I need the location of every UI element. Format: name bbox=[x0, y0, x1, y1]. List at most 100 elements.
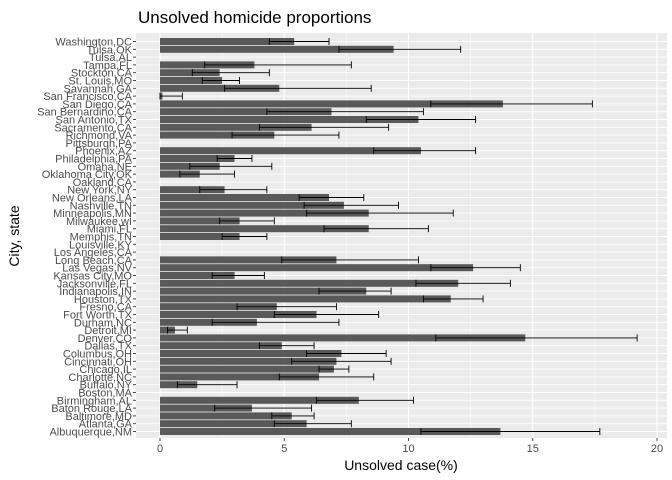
y-axis-title: City, state bbox=[6, 205, 22, 266]
error-bar bbox=[291, 357, 392, 365]
y-tick-label: Minneapolis,MN bbox=[53, 208, 132, 220]
y-tick-label: Indianapolis,IN bbox=[59, 286, 132, 298]
error-bar bbox=[306, 209, 454, 217]
bar bbox=[160, 225, 369, 233]
bar bbox=[160, 287, 367, 295]
error-bar bbox=[365, 116, 477, 123]
bar bbox=[160, 201, 344, 209]
bar bbox=[160, 209, 369, 217]
y-tick-label: Baton Rouge,LA bbox=[51, 403, 132, 415]
bar bbox=[160, 147, 421, 155]
y-tick-label: Buffalo,NY bbox=[80, 380, 133, 392]
error-bar bbox=[435, 334, 638, 342]
error-bar bbox=[430, 100, 593, 108]
y-tick-label: Long Beach,CA bbox=[55, 255, 133, 267]
error-bar bbox=[318, 365, 350, 373]
y-tick-label: Sacramento,CA bbox=[54, 122, 132, 134]
y-tick-label: Las Vegas,NV bbox=[62, 263, 132, 275]
bar bbox=[160, 420, 307, 428]
bar bbox=[160, 77, 223, 84]
error-bar bbox=[211, 272, 265, 279]
error-bar bbox=[316, 396, 414, 404]
y-tick-label: New York,NY bbox=[67, 185, 132, 197]
bar bbox=[160, 350, 342, 357]
y-tick-label: Dallas,TX bbox=[84, 341, 132, 353]
bar bbox=[160, 311, 317, 318]
y-tick-label: Louisville,KY bbox=[69, 239, 133, 251]
error-bar bbox=[338, 45, 462, 53]
y-tick-label: Boston,MA bbox=[78, 388, 132, 400]
bar bbox=[160, 155, 235, 162]
x-tick-label: 20 bbox=[651, 443, 663, 455]
bar bbox=[160, 38, 295, 45]
error-bar bbox=[266, 108, 424, 116]
error-bar bbox=[373, 147, 477, 155]
error-bar bbox=[422, 295, 484, 303]
error-bar bbox=[268, 38, 330, 45]
x-tick-label: 10 bbox=[402, 443, 414, 455]
bar bbox=[160, 116, 419, 123]
bar bbox=[160, 131, 275, 139]
y-tick-label: Tulsa,OK bbox=[87, 44, 133, 56]
error-bar bbox=[214, 404, 313, 412]
y-tick-label: Nashville,TN bbox=[70, 200, 132, 212]
bar bbox=[160, 279, 459, 287]
y-tick-label: Durham,NC bbox=[74, 317, 132, 329]
error-bar bbox=[415, 279, 511, 287]
y-tick-label: New Orleans,LA bbox=[52, 193, 133, 205]
error-bar bbox=[420, 428, 601, 435]
error-bar bbox=[167, 326, 188, 334]
bar bbox=[160, 272, 235, 279]
y-tick-label: Pittsburgh,PA bbox=[66, 138, 133, 150]
y-tick-label: Richmond,VA bbox=[66, 130, 133, 142]
x-axis-title: Unsolved case(%) bbox=[344, 457, 458, 473]
y-tick-label: Charlotte,NC bbox=[68, 372, 132, 384]
error-bar bbox=[323, 225, 429, 233]
y-tick-label: Phoenix,AZ bbox=[75, 146, 132, 158]
bar bbox=[160, 342, 282, 350]
y-tick-label: Birmingham,AL bbox=[57, 395, 132, 407]
y-tick-label: Omaha,NE bbox=[78, 161, 132, 173]
y-tick-label: Miami,FL bbox=[87, 224, 132, 236]
y-tick-label: Tampa,FL bbox=[83, 60, 132, 72]
error-bar bbox=[189, 162, 273, 170]
bar bbox=[160, 334, 526, 342]
bar bbox=[160, 365, 334, 373]
bar bbox=[160, 373, 320, 381]
error-bar bbox=[258, 123, 390, 131]
error-bar bbox=[430, 264, 521, 272]
y-tick-label: Baltimore,MD bbox=[65, 411, 132, 423]
error-bar bbox=[216, 155, 253, 162]
y-tick-label: Los Angeles,CA bbox=[54, 247, 133, 259]
y-tick-label: Detroit,MI bbox=[84, 325, 132, 337]
error-bar bbox=[191, 69, 270, 77]
bar bbox=[160, 295, 451, 303]
y-tick-label: Houston,TX bbox=[74, 294, 133, 306]
error-bar bbox=[176, 381, 238, 389]
error-bar bbox=[306, 350, 387, 357]
error-bar bbox=[273, 420, 352, 428]
bar bbox=[160, 123, 312, 131]
error-bar bbox=[271, 412, 315, 420]
bar bbox=[160, 69, 220, 77]
y-tick-label: Jacksonville,FL bbox=[57, 278, 132, 290]
x-tick-label: 0 bbox=[157, 443, 163, 455]
bar bbox=[160, 264, 474, 272]
error-bar bbox=[204, 61, 352, 69]
y-tick-label: Stockton,CA bbox=[71, 68, 133, 80]
y-tick-label: Washington,DC bbox=[55, 37, 132, 49]
y-tick-label: Kansas City,MO bbox=[53, 271, 132, 283]
y-tick-label: Philadelphia,PA bbox=[55, 154, 133, 166]
error-bar bbox=[231, 131, 340, 139]
error-bars bbox=[159, 38, 638, 435]
y-tick-label: San Bernardino,CA bbox=[37, 107, 132, 119]
bar bbox=[160, 318, 257, 326]
bar bbox=[160, 108, 332, 116]
y-tick-label: Chicago,IL bbox=[79, 364, 132, 376]
bar bbox=[160, 84, 280, 92]
bar bbox=[160, 186, 225, 194]
error-bar bbox=[318, 287, 392, 295]
error-bar bbox=[236, 303, 337, 311]
y-tick-label: Oakland,CA bbox=[73, 177, 133, 189]
